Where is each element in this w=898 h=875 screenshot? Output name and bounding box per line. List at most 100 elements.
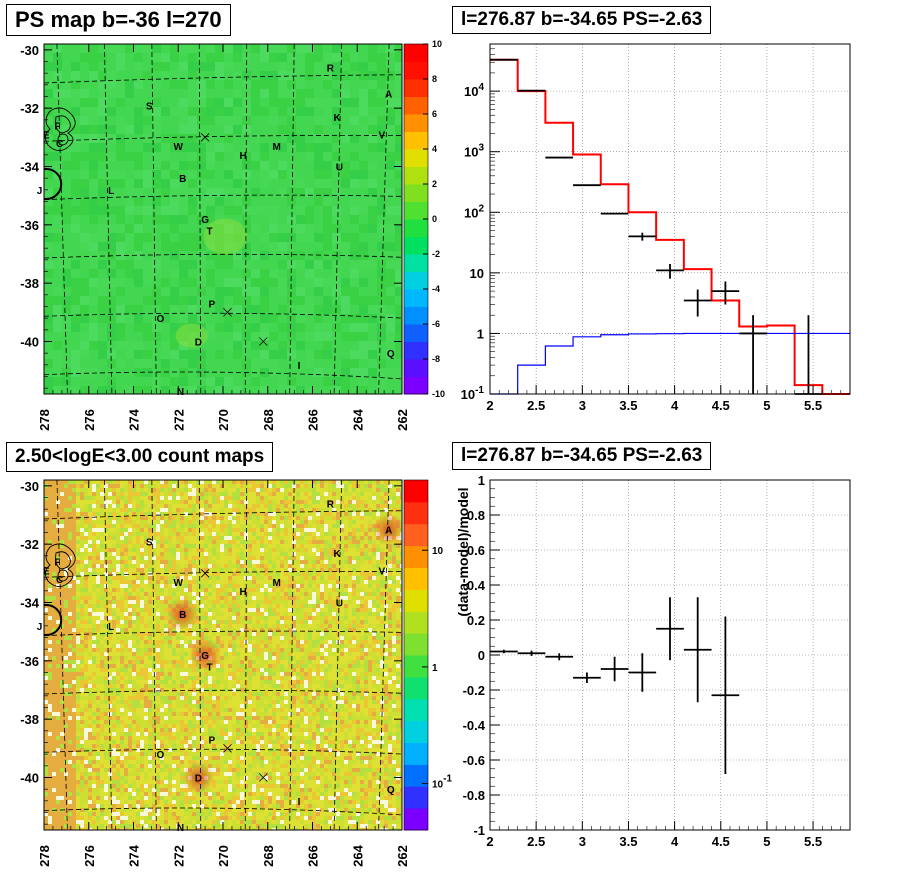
map-pixel	[324, 552, 328, 556]
map-pixel	[386, 44, 395, 53]
map-pixel	[144, 492, 148, 496]
map-pixel	[372, 584, 376, 588]
map-pixel	[53, 62, 62, 71]
map-pixel	[244, 540, 248, 544]
map-pixel	[152, 568, 156, 572]
map-pixel	[120, 572, 124, 576]
map-pixel	[332, 604, 336, 608]
map-pixel	[272, 496, 276, 500]
map-pixel	[164, 568, 168, 572]
map-pixel	[76, 512, 80, 516]
map-pixel	[216, 488, 220, 492]
map-pixel	[288, 516, 292, 520]
map-pixel	[308, 544, 312, 548]
map-pixel	[276, 528, 280, 532]
map-pixel	[80, 540, 84, 544]
map-pixel	[220, 524, 224, 528]
map-pixel	[220, 580, 224, 584]
map-pixel	[252, 520, 256, 524]
map-pixel	[180, 576, 184, 580]
map-pixel	[144, 608, 148, 612]
map-pixel	[323, 197, 332, 206]
map-pixel	[152, 548, 156, 552]
map-pixel	[172, 540, 176, 544]
map-pixel	[344, 496, 348, 500]
map-pixel	[269, 143, 278, 152]
map-pixel	[172, 568, 176, 572]
map-pixel	[188, 161, 197, 170]
map-pixel	[72, 548, 76, 552]
map-pixel	[89, 152, 98, 161]
map-pixel	[236, 544, 240, 548]
map-pixel	[288, 488, 292, 492]
map-pixel	[72, 568, 76, 572]
map-pixel	[140, 584, 144, 588]
map-pixel	[377, 44, 386, 53]
map-pixel	[156, 600, 160, 604]
map-pixel	[188, 269, 197, 278]
map-pixel	[260, 224, 269, 233]
map-pixel	[328, 556, 332, 560]
map-pixel	[395, 98, 402, 107]
map-pixel	[224, 206, 233, 215]
map-pixel	[216, 512, 220, 516]
map-pixel	[128, 500, 132, 504]
map-pixel	[88, 576, 92, 580]
map-pixel	[360, 520, 364, 524]
map-pixel	[332, 278, 341, 287]
map-pixel	[312, 480, 316, 484]
map-pixel	[278, 197, 287, 206]
map-pixel	[98, 134, 107, 143]
map-pixel	[215, 368, 224, 377]
map-pixel	[128, 488, 132, 492]
map-pixel	[136, 516, 140, 520]
map-pixel	[233, 341, 242, 350]
map-pixel	[176, 568, 180, 572]
map-pixel	[68, 484, 72, 488]
map-pixel	[332, 242, 341, 251]
map-pixel	[92, 536, 96, 540]
map-pixel	[348, 524, 352, 528]
map-pixel	[377, 206, 386, 215]
map-pixel	[260, 592, 264, 596]
map-pixel	[356, 552, 360, 556]
map-pixel	[336, 584, 340, 588]
map-pixel	[62, 170, 71, 179]
map-pixel	[396, 496, 400, 500]
map-pixel	[116, 564, 120, 568]
map-pixel	[350, 332, 359, 341]
map-pixel	[300, 488, 304, 492]
map-pixel	[395, 368, 402, 377]
map-pixel	[160, 520, 164, 524]
map-pixel	[80, 572, 84, 576]
map-pixel	[60, 496, 64, 500]
map-pixel	[260, 572, 264, 576]
map-pixel	[80, 260, 89, 269]
map-pixel	[224, 305, 233, 314]
map-pixel	[216, 572, 220, 576]
map-pixel	[386, 161, 395, 170]
map-pixel	[215, 44, 224, 53]
map-pixel	[62, 134, 71, 143]
map-pixel	[44, 179, 53, 188]
map-pixel	[305, 305, 314, 314]
map-pixel	[296, 532, 300, 536]
map-pixel	[276, 556, 280, 560]
map-pixel	[268, 520, 272, 524]
map-pixel	[125, 350, 134, 359]
map-pixel	[52, 616, 56, 620]
map-pixel	[350, 143, 359, 152]
map-pixel	[160, 612, 164, 616]
map-pixel	[392, 556, 396, 560]
map-pixel	[72, 556, 76, 560]
map-pixel	[316, 508, 320, 512]
map-pixel	[305, 386, 314, 394]
map-pixel	[216, 480, 220, 484]
map-pixel	[208, 596, 212, 600]
map-pixel	[62, 350, 71, 359]
map-pixel	[143, 170, 152, 179]
map-pixel	[204, 612, 208, 616]
map-pixel	[336, 500, 340, 504]
map-pixel	[53, 116, 62, 125]
map-pixel	[364, 520, 368, 524]
